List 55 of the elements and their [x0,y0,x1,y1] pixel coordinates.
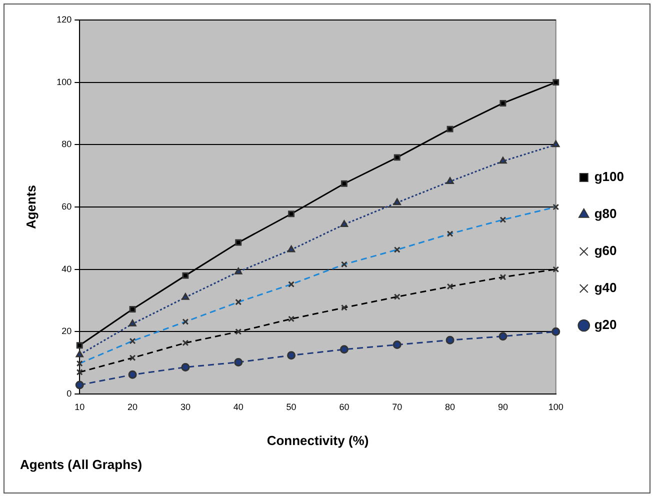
y-tick-label: 0 [66,388,72,398]
x-tick-label: 100 [548,402,564,412]
point [340,345,348,354]
point [128,320,136,326]
legend-label: g100 [594,169,624,184]
y-tick-label: 120 [56,14,72,24]
x-tick-label: 20 [128,402,138,412]
point [394,154,400,161]
x-tick-label: 60 [339,402,350,412]
point [182,293,190,300]
point [392,340,402,350]
point [393,198,401,206]
point [340,220,348,227]
x-tick-label: 10 [74,402,85,412]
point [76,350,84,358]
point [181,362,190,372]
point [446,126,454,132]
point [288,210,295,218]
legend-label: g80 [594,206,617,222]
y-tick-label: 80 [62,139,72,150]
y-axis-title: Agents [23,184,38,230]
text: Agents (All Graphs) [20,456,142,472]
point [446,336,454,344]
point [128,370,137,379]
point [76,342,83,349]
x-tick-label: 30 [180,402,190,412]
legend-label: g40 [594,280,617,296]
point [287,351,296,360]
y-tick-label: 20 [62,326,72,336]
point [446,177,454,184]
point [552,79,560,86]
point [288,245,296,252]
x-tick-label: 90 [498,402,508,412]
y-tick-label: 60 [62,201,72,212]
point [129,306,136,312]
point [235,239,242,246]
point [499,156,507,164]
point [234,268,242,274]
x-axis-title: Connectivity (%) [266,433,369,448]
point [182,272,189,279]
x-tick-label: 40 [233,402,244,412]
x-tick-label: 50 [286,402,296,412]
point [498,332,508,341]
point [340,180,348,187]
y-tick-label: 40 [62,264,72,274]
point [552,327,560,336]
point [75,380,84,390]
point [552,140,560,148]
legend-label: g60 [594,243,617,258]
point [234,358,243,366]
x-tick-label: 80 [445,402,456,412]
point [500,100,506,106]
legend-label: g20 [594,317,617,332]
x-tick-label: 70 [392,402,402,412]
y-tick-label: 100 [56,76,72,87]
